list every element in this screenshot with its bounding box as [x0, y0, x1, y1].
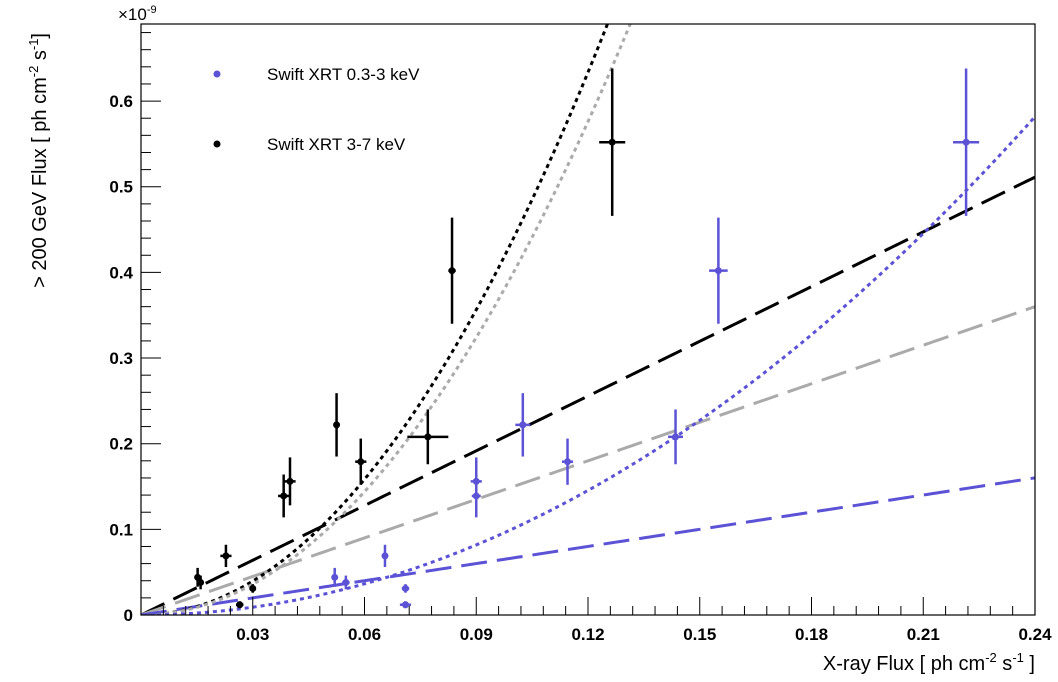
point-marker	[564, 458, 572, 466]
point-marker	[342, 578, 350, 586]
fit-line-2	[141, 305, 1035, 615]
point-marker	[197, 578, 205, 586]
legend-item-xrt-hard: Swift XRT 3-7 keV	[213, 135, 406, 154]
x-axis-label: X-ray Flux [ ph cm-2 s-1 ]	[823, 650, 1035, 675]
axis-ticks	[140, 32, 1036, 616]
point-marker	[448, 267, 456, 275]
point-marker	[519, 421, 527, 429]
data-point-s2-12	[599, 68, 626, 216]
y-tick-label: 0.2	[109, 435, 133, 454]
legend: Swift XRT 0.3-3 keV Swift XRT 3-7 keV	[213, 65, 420, 154]
y-tick-label: 0.1	[109, 520, 133, 539]
y-axis-multiplier: ×10-9	[118, 4, 157, 24]
y-tick-label: 0	[124, 606, 133, 625]
data-point-s1-12	[953, 68, 980, 216]
data-point-s1-3	[381, 544, 389, 568]
y-axis-label: > 200 GeV Flux [ ph cm-2 s-1]	[26, 33, 51, 288]
fit-line-3	[141, 476, 1035, 615]
x-tick-label: 0.03	[236, 625, 269, 644]
x-tick-label: 0.12	[571, 625, 604, 644]
point-marker	[222, 552, 230, 560]
data-point-s2-5	[249, 584, 257, 593]
data-point-s2-6	[278, 474, 290, 518]
data-point-s2-3	[220, 544, 232, 568]
point-marker	[401, 601, 409, 609]
data-point-s1-2	[342, 575, 350, 590]
data-point-s2-9	[355, 438, 367, 485]
data-point-s1-8	[515, 393, 531, 457]
data-point-s2-11	[448, 217, 456, 324]
y-tick-label: 0.3	[109, 349, 133, 368]
data-point-s1-4	[401, 584, 410, 593]
y-tick-label: 0.4	[109, 263, 133, 282]
fit-line-1	[141, 175, 1035, 615]
x-tick-label: 0.15	[683, 625, 716, 644]
y-tick-label: 0.5	[109, 178, 133, 197]
legend-marker-xrt-soft	[213, 70, 221, 78]
data-point-s2-4	[235, 601, 244, 609]
fit-lines	[141, 24, 1035, 615]
y-tick-label: 0.6	[109, 92, 133, 111]
tick-labels: 0.03 0.06 0.09 0.12 0.15 0.18 0.21 0.24 0 0.1 0.2 0…	[109, 92, 1052, 644]
data-point-s1-5	[399, 601, 412, 609]
x-tick-label: 0.21	[907, 625, 940, 644]
legend-item-xrt-soft: Swift XRT 0.3-3 keV	[213, 65, 420, 84]
point-marker	[714, 267, 722, 275]
point-marker	[424, 433, 432, 441]
fit-line-5	[141, 24, 632, 615]
point-marker	[381, 552, 389, 560]
data-points	[194, 68, 980, 609]
plot-frame	[140, 23, 1036, 616]
data-point-s2-10	[407, 409, 449, 465]
point-marker	[608, 138, 616, 146]
fit-line-6	[141, 115, 1035, 615]
data-point-s2-8	[333, 393, 341, 457]
point-marker	[331, 573, 339, 581]
data-point-s1-11	[709, 217, 728, 324]
legend-label-xrt-hard: Swift XRT 3-7 keV	[267, 135, 406, 154]
point-marker	[286, 477, 294, 485]
point-marker	[249, 584, 257, 592]
point-marker	[401, 584, 409, 592]
data-point-s1-7	[471, 474, 481, 518]
data-point-s1-1	[331, 567, 339, 587]
point-marker	[280, 492, 288, 500]
point-marker	[472, 492, 480, 500]
x-tick-label: 0.09	[460, 625, 493, 644]
legend-label-xrt-soft: Swift XRT 0.3-3 keV	[267, 65, 420, 84]
point-marker	[236, 601, 244, 609]
point-marker	[333, 421, 341, 429]
point-marker	[357, 458, 365, 466]
x-tick-label: 0.24	[1018, 625, 1052, 644]
point-marker	[962, 138, 970, 146]
x-tick-label: 0.06	[348, 625, 381, 644]
x-tick-label: 0.18	[795, 625, 828, 644]
point-marker	[672, 433, 680, 441]
data-point-s2-7	[284, 457, 296, 506]
fit-line-4	[141, 24, 610, 615]
data-point-s1-10	[668, 409, 683, 465]
data-point-s1-9	[561, 438, 574, 485]
data-point-s2-2	[197, 575, 205, 590]
legend-marker-xrt-hard	[213, 140, 221, 148]
